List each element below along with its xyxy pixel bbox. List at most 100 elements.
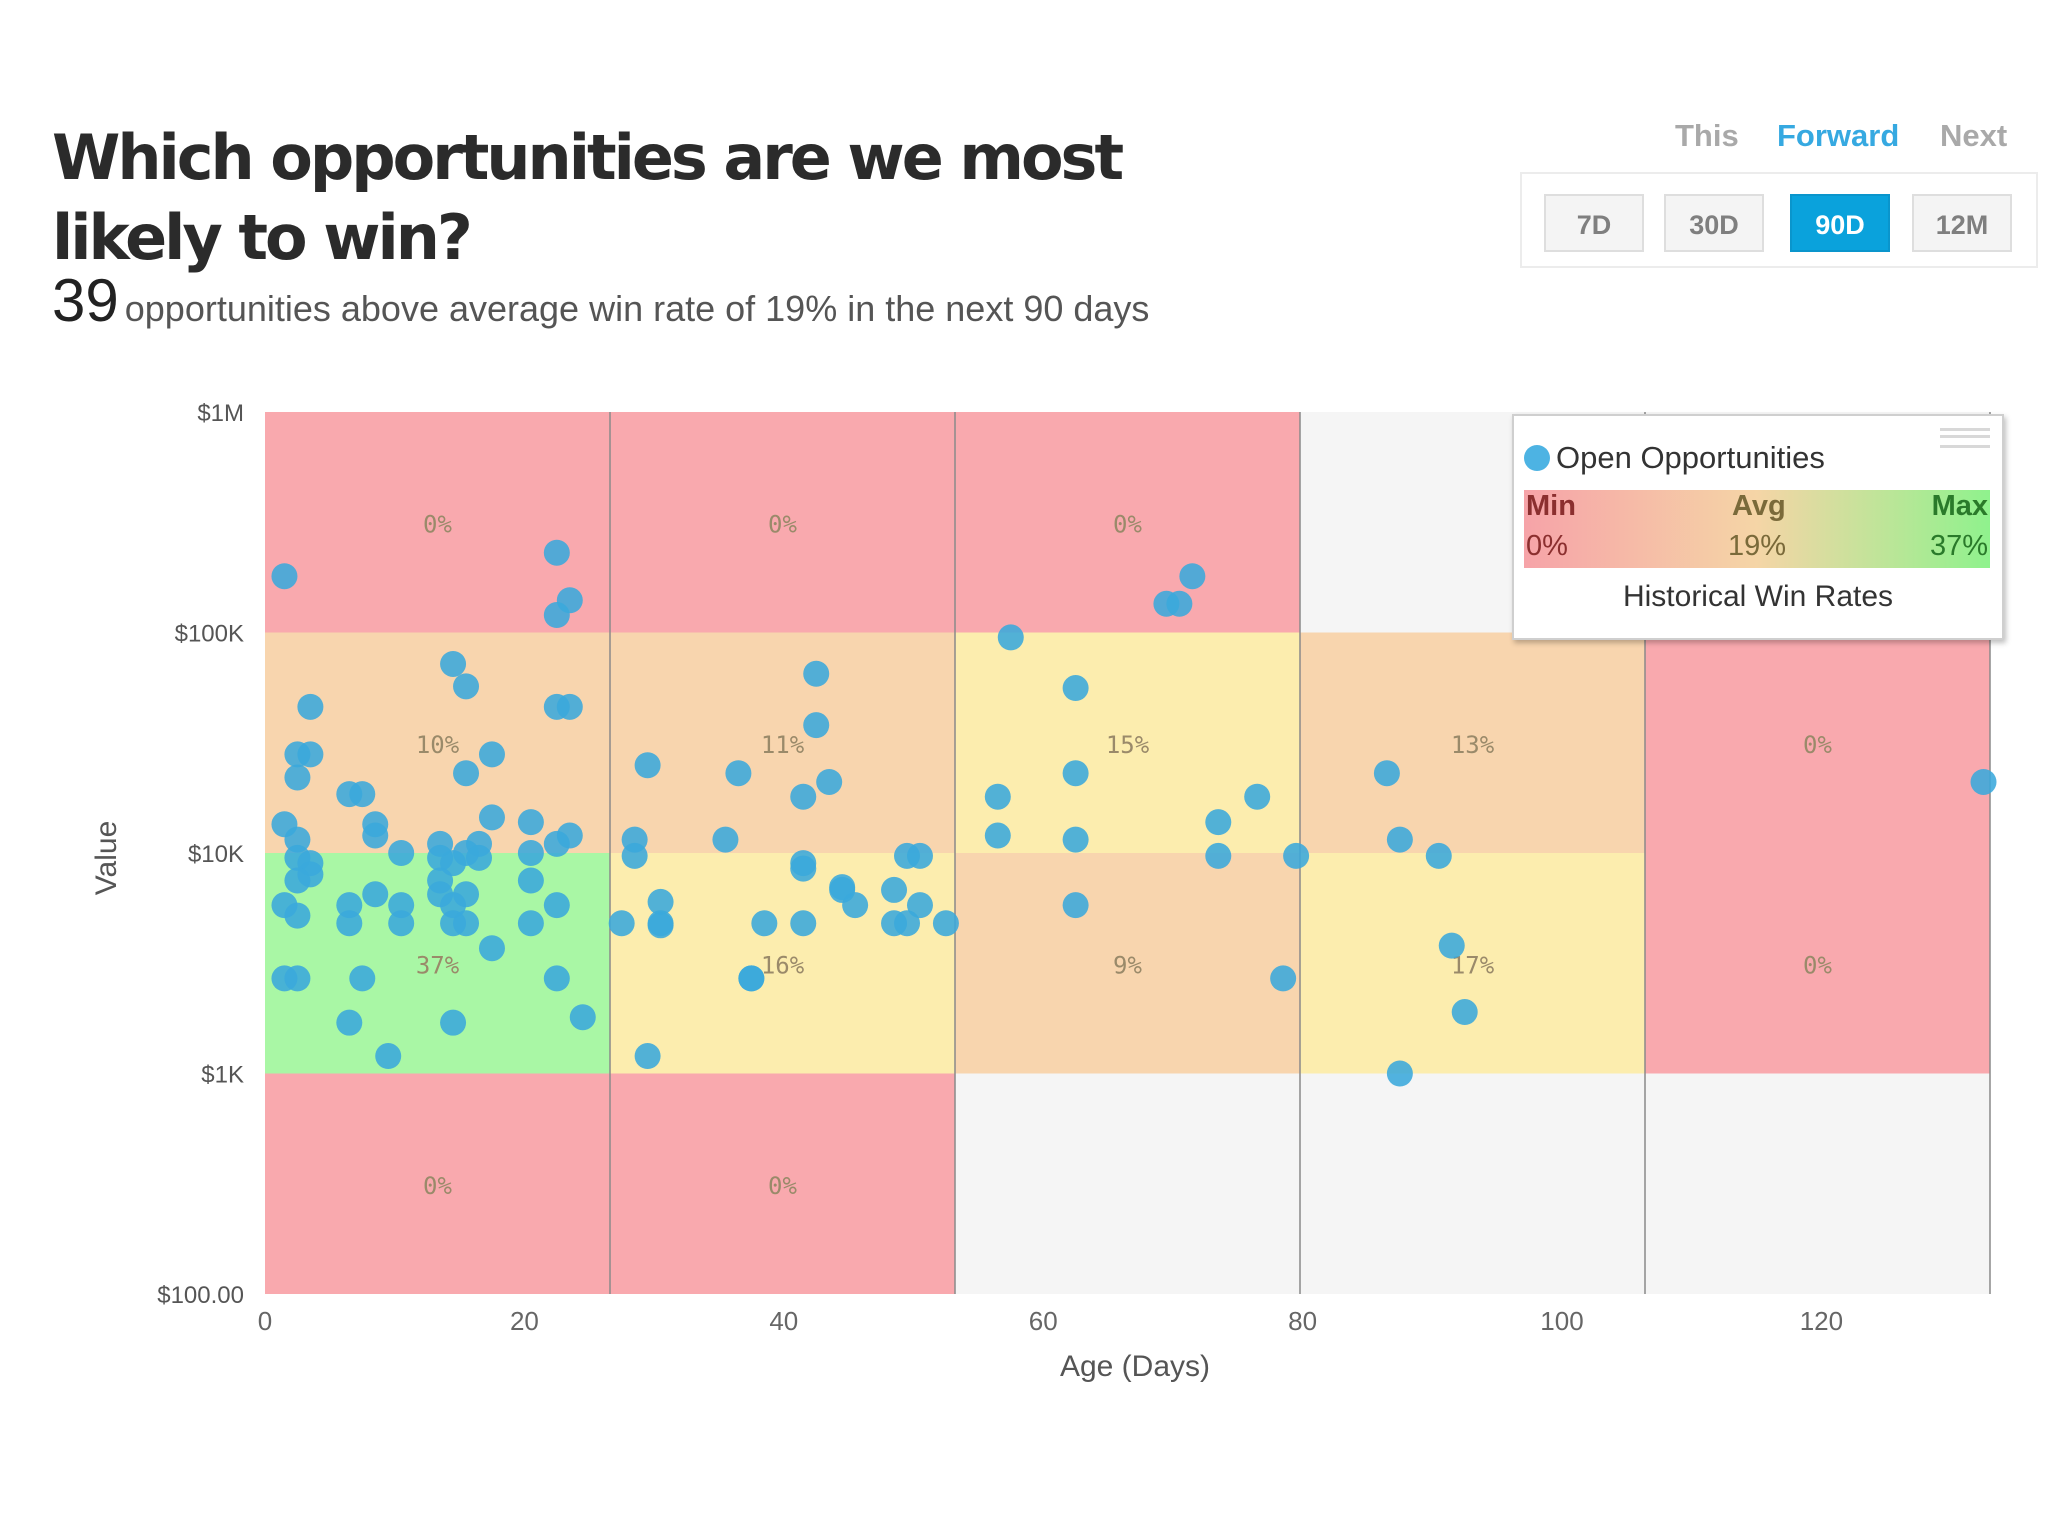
opportunity-point[interactable] <box>362 822 389 849</box>
opportunity-point[interactable] <box>440 892 467 919</box>
opportunity-point[interactable] <box>1062 675 1089 702</box>
opportunity-point[interactable] <box>984 783 1011 810</box>
opportunity-point[interactable] <box>556 693 583 720</box>
opportunity-point[interactable] <box>388 840 415 866</box>
opportunity-point[interactable] <box>1244 783 1271 810</box>
opportunity-point[interactable] <box>284 902 311 929</box>
opportunity-point[interactable] <box>790 783 817 810</box>
opportunity-point[interactable] <box>738 965 765 992</box>
opportunity-point[interactable] <box>284 764 311 791</box>
x-axis-title: Age (Days) <box>1060 1350 1210 1383</box>
opportunity-point[interactable] <box>453 673 480 700</box>
opportunity-point[interactable] <box>1062 892 1089 919</box>
opportunity-point[interactable] <box>349 781 376 808</box>
opportunity-point[interactable] <box>1451 999 1478 1026</box>
opportunity-point[interactable] <box>388 910 415 937</box>
opportunity-point[interactable] <box>466 844 493 871</box>
opportunity-point[interactable] <box>517 809 544 836</box>
opportunity-point[interactable] <box>1205 842 1232 869</box>
opportunity-point[interactable] <box>336 1009 363 1036</box>
range-30d-button[interactable]: 30D <box>1664 194 1764 252</box>
opportunity-point[interactable] <box>997 624 1024 651</box>
opportunity-point[interactable] <box>543 602 570 629</box>
opportunity-point[interactable] <box>1283 842 1310 869</box>
opportunity-point[interactable] <box>543 539 570 566</box>
opportunity-point[interactable] <box>1166 590 1193 617</box>
win-rate-label: 0% <box>423 1172 452 1200</box>
opportunity-count: 39 <box>52 267 119 334</box>
opportunity-point[interactable] <box>478 935 505 962</box>
opportunity-point[interactable] <box>1425 842 1452 869</box>
opportunity-point[interactable] <box>284 965 311 992</box>
opportunity-point[interactable] <box>453 760 480 787</box>
opportunity-point[interactable] <box>1373 760 1400 787</box>
opportunity-point[interactable] <box>803 660 830 687</box>
opportunity-point[interactable] <box>608 910 635 937</box>
range-90d-button[interactable]: 90D <box>1790 194 1890 252</box>
opportunity-point[interactable] <box>712 826 739 853</box>
opportunity-point[interactable] <box>634 1043 661 1070</box>
opportunity-point[interactable] <box>751 910 778 937</box>
range-7d-button[interactable]: 7D <box>1544 194 1644 252</box>
opportunity-point[interactable] <box>1386 1060 1413 1087</box>
opportunity-point[interactable] <box>440 650 467 677</box>
opportunity-point[interactable] <box>1179 563 1206 590</box>
opportunity-point[interactable] <box>790 855 817 882</box>
opportunity-point[interactable] <box>621 842 648 869</box>
opportunity-point[interactable] <box>803 712 830 739</box>
win-rate-cell <box>610 1073 955 1294</box>
opportunity-point[interactable] <box>440 1009 467 1036</box>
opportunity-point[interactable] <box>932 910 959 937</box>
opportunity-point[interactable] <box>1205 809 1232 836</box>
opportunity-point[interactable] <box>569 1004 596 1031</box>
opportunity-point[interactable] <box>336 910 363 937</box>
opportunity-point[interactable] <box>543 965 570 992</box>
legend-avg-label: Avg <box>1732 490 1786 522</box>
opportunity-point[interactable] <box>725 760 752 787</box>
toggle-this[interactable]: This <box>1675 118 1739 153</box>
opportunity-point[interactable] <box>842 892 869 919</box>
opportunity-point[interactable] <box>906 892 933 919</box>
x-tick-label: 120 <box>1800 1306 1843 1336</box>
opportunity-point[interactable] <box>478 741 505 768</box>
chart-legend[interactable]: Open Opportunities Min Avg Max 0% 19% 37… <box>1512 414 2004 640</box>
opportunity-point[interactable] <box>984 822 1011 849</box>
opportunity-point[interactable] <box>349 965 376 992</box>
opportunity-point[interactable] <box>906 842 933 869</box>
toggle-forward[interactable]: Forward <box>1777 118 1900 153</box>
opportunity-point[interactable] <box>375 1043 402 1070</box>
opportunity-point[interactable] <box>517 910 544 937</box>
opportunity-point[interactable] <box>297 693 324 720</box>
opportunity-point[interactable] <box>284 867 311 894</box>
opportunity-point[interactable] <box>478 804 505 831</box>
range-12m-button[interactable]: 12M <box>1912 194 2012 252</box>
opportunity-point[interactable] <box>543 830 570 857</box>
opportunity-point[interactable] <box>297 741 324 768</box>
x-tick-label: 100 <box>1540 1306 1583 1336</box>
opportunity-point[interactable] <box>816 768 843 795</box>
opportunity-point[interactable] <box>1062 760 1089 787</box>
opportunity-point[interactable] <box>1386 826 1413 853</box>
opportunity-point[interactable] <box>517 840 544 866</box>
opportunity-point[interactable] <box>1970 768 1997 795</box>
opportunity-point[interactable] <box>647 888 674 915</box>
legend-drag-handle[interactable] <box>1940 428 1990 448</box>
opportunity-point[interactable] <box>894 910 921 937</box>
opportunity-point[interactable] <box>388 892 415 919</box>
opportunity-point[interactable] <box>790 910 817 937</box>
opportunity-point[interactable] <box>881 876 908 903</box>
opportunity-point[interactable] <box>284 826 311 853</box>
opportunity-point[interactable] <box>634 752 661 779</box>
opportunity-point[interactable] <box>1062 826 1089 853</box>
opportunity-point[interactable] <box>1270 965 1297 992</box>
toggle-next[interactable]: Next <box>1940 118 2008 153</box>
opportunity-point[interactable] <box>543 892 570 919</box>
opportunity-point[interactable] <box>1438 932 1465 959</box>
opportunity-point[interactable] <box>453 910 480 937</box>
opportunity-point[interactable] <box>362 881 389 908</box>
opportunity-point[interactable] <box>336 892 363 919</box>
legend-series-item[interactable]: Open Opportunities <box>1524 440 1825 476</box>
opportunity-point[interactable] <box>517 867 544 894</box>
opportunity-point[interactable] <box>271 563 298 590</box>
opportunity-point[interactable] <box>647 912 674 939</box>
